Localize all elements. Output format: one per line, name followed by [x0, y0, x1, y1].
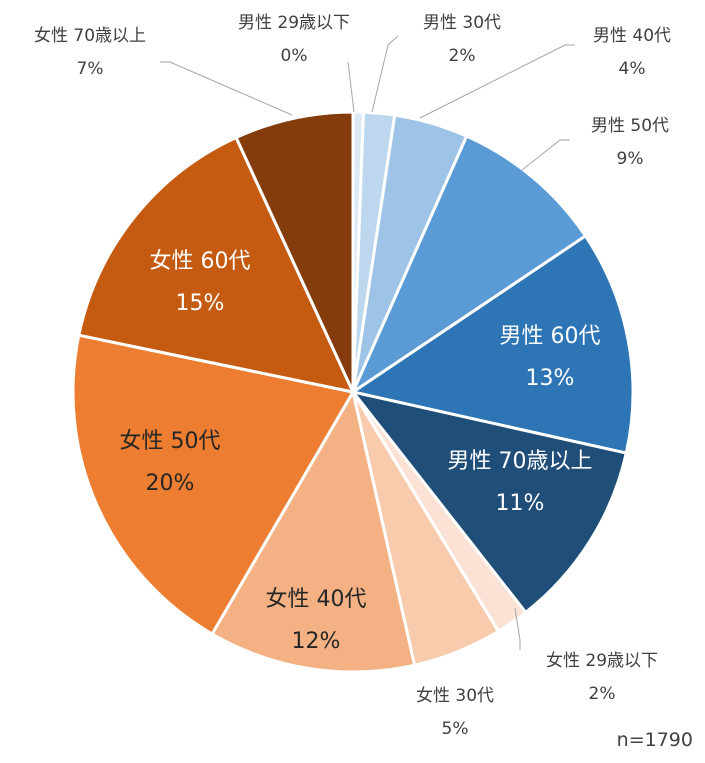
- slice-category-label: 女性 70歳以上: [34, 26, 146, 46]
- slice-percent-label: 2%: [589, 684, 616, 704]
- slice-category-label: 男性 30代: [423, 13, 501, 33]
- slice-percent-label: 5%: [442, 719, 469, 739]
- slice-category-label: 男性 29歳以下: [238, 13, 350, 33]
- slice-category-label: 男性 50代: [591, 116, 669, 136]
- leader-line: [521, 139, 570, 171]
- leader-lines: [160, 35, 575, 650]
- pie-slice: [77, 135, 356, 395]
- slice-percent-label: 4%: [619, 59, 646, 79]
- slice-category-label: 女性 40代: [266, 587, 367, 612]
- slice-percent-label: 15%: [176, 291, 225, 316]
- sample-size-note: n=1790: [616, 729, 693, 751]
- slice-category-label: 男性 70歳以上: [448, 449, 593, 474]
- pie-slice: [234, 110, 355, 393]
- slice-category-label: 女性 30代: [416, 686, 494, 706]
- slice-percent-label: 9%: [617, 149, 644, 169]
- leader-line: [419, 44, 575, 119]
- slice-percent-label: 12%: [292, 629, 341, 654]
- slice-labels: 男性 29歳以下 0% 男性 30代 2% 男性 40代 4% 男性 50代 9% 男性 60代…: [34, 13, 671, 739]
- slice-percent-label: 20%: [146, 471, 195, 496]
- slice-percent-label: 2%: [449, 46, 476, 66]
- slice-percent-label: 11%: [496, 491, 545, 516]
- slice-category-label: 女性 60代: [150, 249, 251, 274]
- pie-slice: [210, 387, 417, 674]
- pie-slice: [349, 134, 588, 397]
- slice-category-label: 女性 50代: [120, 429, 221, 454]
- pie-slice: [349, 389, 629, 615]
- pie-slices: [71, 110, 635, 674]
- pie-slice: [71, 333, 356, 637]
- leader-line: [514, 607, 521, 650]
- slice-percent-label: 0%: [281, 46, 308, 66]
- slice-category-label: 男性 60代: [500, 324, 601, 349]
- leader-line: [347, 61, 355, 113]
- slice-category-label: 男性 40代: [593, 26, 671, 46]
- slice-percent-label: 13%: [526, 366, 575, 391]
- slice-percent-label: 7%: [77, 59, 104, 79]
- leader-line: [371, 35, 399, 113]
- pie-slice: [349, 233, 635, 455]
- slice-category-label: 女性 29歳以下: [546, 651, 658, 671]
- leader-line: [160, 61, 293, 116]
